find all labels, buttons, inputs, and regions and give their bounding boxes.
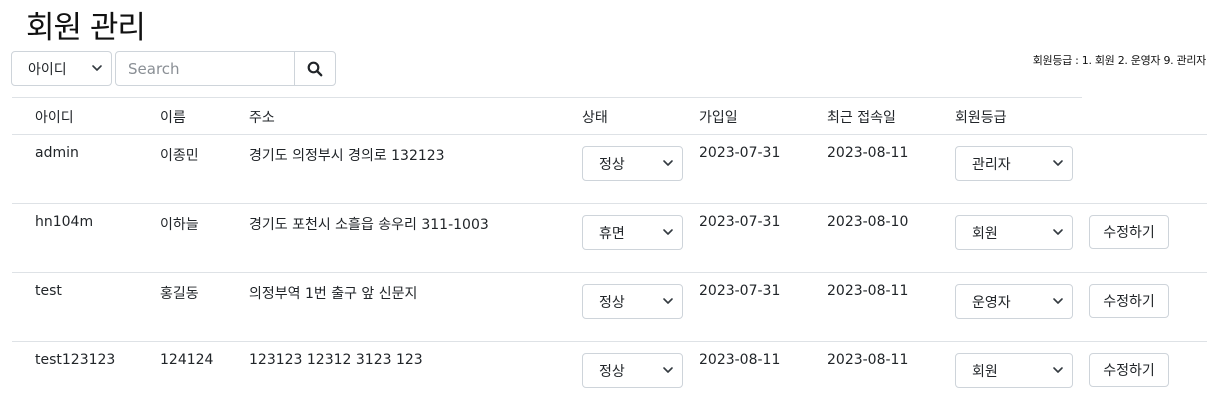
cell-join-date: 2023-07-31 [699, 145, 781, 161]
table-header-row: 아이디 이름 주소 상태 가입일 최근 접속일 회원등급 [12, 97, 1207, 135]
status-select[interactable]: 정상 [582, 353, 683, 388]
cell-name: 이하늘 [160, 217, 199, 233]
status-select[interactable]: 휴면 [582, 215, 683, 250]
grade-select[interactable]: 운영자 [955, 284, 1073, 319]
header-status: 상태 [582, 110, 608, 126]
page-title: 회원 관리 [26, 10, 146, 46]
table-top-divider [12, 97, 1082, 98]
status-selected: 정상 [599, 294, 625, 311]
cell-address: 의정부역 1번 출구 앞 신문지 [249, 286, 418, 302]
grade-select[interactable]: 관리자 [955, 146, 1073, 181]
table-row: hn104m 이하늘 경기도 포천시 소흘읍 송우리 311-1003 휴면 2… [12, 204, 1207, 273]
cell-name: 124124 [160, 352, 214, 368]
table-row: admin 이종민 경기도 의정부시 경의로 132123 정상 2023-07… [12, 135, 1207, 204]
header-address: 주소 [249, 110, 275, 126]
grade-select[interactable]: 회원 [955, 353, 1073, 388]
status-selected: 정상 [599, 363, 625, 380]
chevron-down-icon [663, 228, 673, 235]
header-name: 이름 [160, 110, 186, 126]
cell-join-date: 2023-07-31 [699, 214, 781, 230]
status-select[interactable]: 정상 [582, 146, 683, 181]
grade-select[interactable]: 회원 [955, 215, 1073, 250]
chevron-down-icon [1053, 159, 1063, 166]
grade-legend: 회원등급 : 1. 회원 2. 운영자 9. 관리자 [1032, 54, 1207, 67]
status-selected: 정상 [599, 156, 625, 173]
cell-last-login: 2023-08-11 [827, 352, 909, 368]
edit-button[interactable]: 수정하기 [1089, 353, 1169, 387]
chevron-down-icon [1053, 228, 1063, 235]
search-field-select[interactable]: 아이디 [11, 51, 112, 86]
search-icon [307, 61, 323, 76]
cell-last-login: 2023-08-11 [827, 283, 909, 299]
chevron-down-icon [663, 297, 673, 304]
header-last-login: 최근 접속일 [827, 110, 896, 126]
cell-address: 경기도 의정부시 경의로 132123 [249, 148, 445, 164]
edit-button[interactable]: 수정하기 [1089, 284, 1169, 318]
cell-last-login: 2023-08-11 [827, 145, 909, 161]
grade-selected: 회원 [972, 363, 998, 380]
cell-id: hn104m [35, 214, 94, 230]
header-join-date: 가입일 [699, 110, 738, 126]
grade-selected: 회원 [972, 225, 998, 242]
cell-id: test [35, 283, 62, 299]
chevron-down-icon [1053, 297, 1063, 304]
status-select[interactable]: 정상 [582, 284, 683, 319]
table-row: test123123 124124 123123 12312 3123 123 … [12, 342, 1207, 411]
edit-button[interactable]: 수정하기 [1089, 215, 1169, 249]
cell-join-date: 2023-08-11 [699, 352, 781, 368]
chevron-down-icon [663, 366, 673, 373]
search-button[interactable] [294, 51, 336, 86]
header-grade: 회원등급 [955, 110, 1007, 126]
chevron-down-icon [663, 159, 673, 166]
cell-name: 홍길동 [160, 286, 199, 302]
grade-selected: 운영자 [972, 294, 1011, 311]
grade-selected: 관리자 [972, 156, 1011, 173]
cell-address: 경기도 포천시 소흘읍 송우리 311-1003 [249, 217, 489, 233]
table-row: test 홍길동 의정부역 1번 출구 앞 신문지 정상 2023-07-31 … [12, 273, 1207, 342]
cell-id: admin [35, 145, 79, 161]
cell-last-login: 2023-08-10 [827, 214, 909, 230]
cell-id: test123123 [35, 352, 116, 368]
chevron-down-icon [92, 64, 102, 71]
cell-join-date: 2023-07-31 [699, 283, 781, 299]
status-selected: 휴면 [599, 225, 625, 242]
search-input[interactable] [115, 51, 295, 86]
cell-name: 이종민 [160, 148, 199, 164]
chevron-down-icon [1053, 366, 1063, 373]
header-id: 아이디 [35, 110, 74, 126]
cell-address: 123123 12312 3123 123 [249, 352, 423, 368]
search-field-selected: 아이디 [28, 61, 67, 78]
